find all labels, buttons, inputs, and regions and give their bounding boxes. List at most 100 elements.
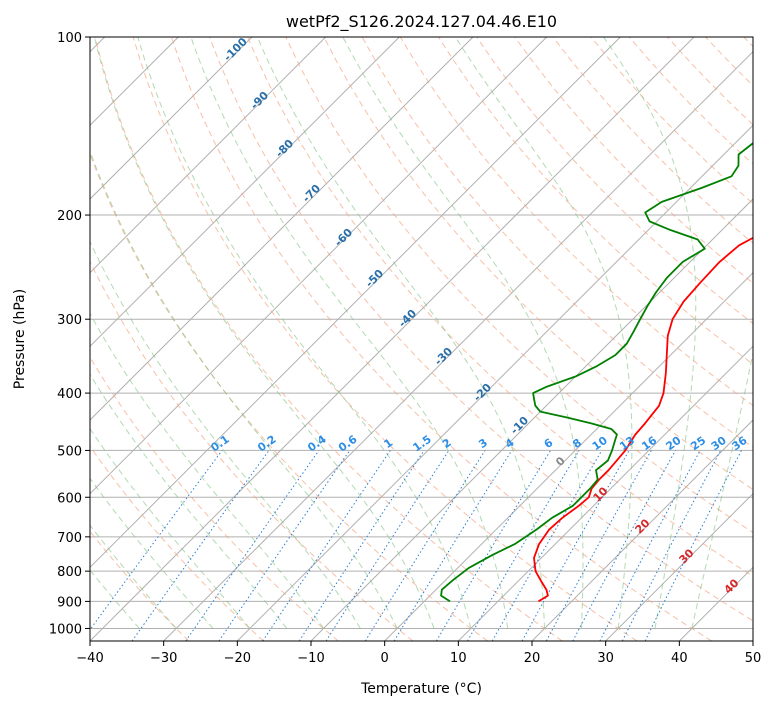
moist-adiabat: [342, 37, 584, 629]
mixing-ratio-line: [90, 450, 223, 631]
dry-adiabat-label: -60: [332, 226, 355, 249]
isotherm-line: [90, 37, 621, 569]
isotherm-line: [90, 37, 400, 348]
x-tick-label: 30: [597, 651, 614, 666]
y-tick-label: 200: [57, 209, 82, 224]
moist-adiabat: [190, 37, 509, 629]
mixing-ratio-line: [185, 450, 320, 641]
x-tick-label: 0: [381, 651, 389, 666]
y-tick-label: 100: [57, 31, 82, 46]
isotherm-line: [531, 419, 753, 641]
mixing-ratio-line: [545, 450, 652, 641]
dewpoint-line: [440, 142, 753, 603]
y-tick-label: 800: [57, 565, 82, 580]
isotherm-line: [90, 37, 253, 200]
moist-adiabat: [256, 37, 546, 629]
isotherm-line: [163, 50, 753, 641]
isotherm-line: [236, 124, 753, 641]
moist-adiabat: [90, 524, 177, 629]
dry-adiabat-label: -50: [363, 267, 386, 290]
dry-adiabat-label: 30: [677, 546, 697, 566]
dry-adiabat-label: -90: [248, 89, 271, 112]
dry-adiabat-label: 20: [633, 516, 653, 536]
mixing-ratio-line: [218, 450, 351, 641]
y-tick-label: 1000: [49, 622, 82, 637]
mixing-ratio-line: [599, 450, 701, 641]
dry-adiabat-label: -20: [471, 381, 494, 404]
mixing-ratio-line: [435, 450, 552, 641]
dry-adiabat: [90, 356, 339, 641]
dry-adiabat-label: -10: [508, 414, 531, 437]
mixing-ratio-line: [325, 450, 450, 641]
y-tick-label: 300: [57, 313, 82, 328]
adiabat-label-layer: 0.1 0.2 0.4 0.6 1 1.5 2 3 4 6 8 10 13 16 20 25 30 36-100-…: [208, 35, 749, 597]
mixing-ratio-label: 2: [440, 436, 454, 451]
dry-adiabat: [323, 37, 753, 491]
isotherm-line: [90, 37, 327, 274]
x-tick-label: 50: [745, 651, 762, 666]
x-tick-label: 10: [450, 651, 467, 666]
y-tick-label: 900: [57, 595, 82, 610]
isotherm-line: [457, 345, 753, 641]
mixing-ratio-line: [467, 450, 580, 641]
moist-adiabat: [90, 240, 361, 629]
mixing-ratio-line: [644, 450, 742, 641]
y-axis-label: Pressure (hPa): [12, 289, 28, 389]
dry-adiabat: [705, 37, 753, 87]
dry-adiabat: [247, 37, 753, 577]
dry-adiabat: [90, 530, 190, 641]
mixing-ratio-line: [364, 450, 486, 641]
dry-adiabat-label: -70: [300, 182, 323, 205]
dry-adiabat: [170, 37, 712, 641]
dry-adiabat-label: -30: [432, 345, 455, 368]
moist-adiabat: [137, 37, 472, 629]
x-tick-label: −20: [224, 651, 251, 666]
dry-adiabat-label: 0: [553, 454, 568, 469]
isotherm-line: [752, 640, 753, 641]
x-tick-label: −40: [76, 651, 103, 666]
moist-adiabat: [90, 373, 288, 629]
dry-adiabat: [94, 37, 563, 641]
x-tick-label: −10: [297, 651, 324, 666]
mixing-ratio-line: [131, 450, 270, 641]
y-tick-label: 700: [57, 531, 82, 546]
x-tick-label: −30: [150, 651, 177, 666]
isotherm-line: [90, 37, 548, 495]
dry-adiabat: [209, 37, 753, 622]
moist-adiabat: [90, 569, 140, 629]
mixing-ratio-label: 6: [542, 436, 556, 451]
moist-adiabat: [93, 37, 435, 629]
moist-adiabat: [454, 37, 633, 629]
mixing-ratio-line: [393, 450, 513, 641]
dry-adiabat: [514, 37, 753, 284]
dry-adiabat-label: -40: [396, 307, 419, 330]
mixing-ratio-label: 3: [476, 436, 490, 451]
moist-adiabat: [90, 312, 324, 629]
y-tick-label: 400: [57, 387, 82, 402]
dry-adiabat-label: 40: [722, 576, 742, 596]
dry-adiabat: [90, 260, 414, 641]
temperature-line: [533, 236, 753, 603]
dry-adiabat-label: -80: [273, 137, 296, 160]
dry-adiabat: [90, 152, 488, 641]
isotherm-line: [678, 566, 753, 641]
isotherm-line: [605, 492, 753, 641]
dry-adiabat: [552, 37, 753, 244]
moist-adiabat: [90, 477, 214, 629]
dry-adiabat-label: -100: [221, 35, 250, 64]
dry-adiabat: [285, 37, 753, 534]
y-tick-label: 500: [57, 444, 82, 459]
mixing-ratio-label: 4: [503, 436, 517, 451]
mixing-ratio-line: [262, 450, 391, 641]
x-tick-label: 20: [524, 651, 541, 666]
dry-adiabat: [438, 37, 753, 365]
dry-adiabat: [90, 445, 264, 641]
mixing-ratio-label: 1.5: [410, 433, 433, 455]
grid-layer: [90, 37, 753, 641]
dry-adiabat: [476, 37, 753, 325]
y-tick-label: 600: [57, 491, 82, 506]
isotherm-line: [90, 37, 474, 421]
mixing-ratio-line: [298, 450, 425, 641]
mixing-ratio-line: [521, 450, 630, 641]
